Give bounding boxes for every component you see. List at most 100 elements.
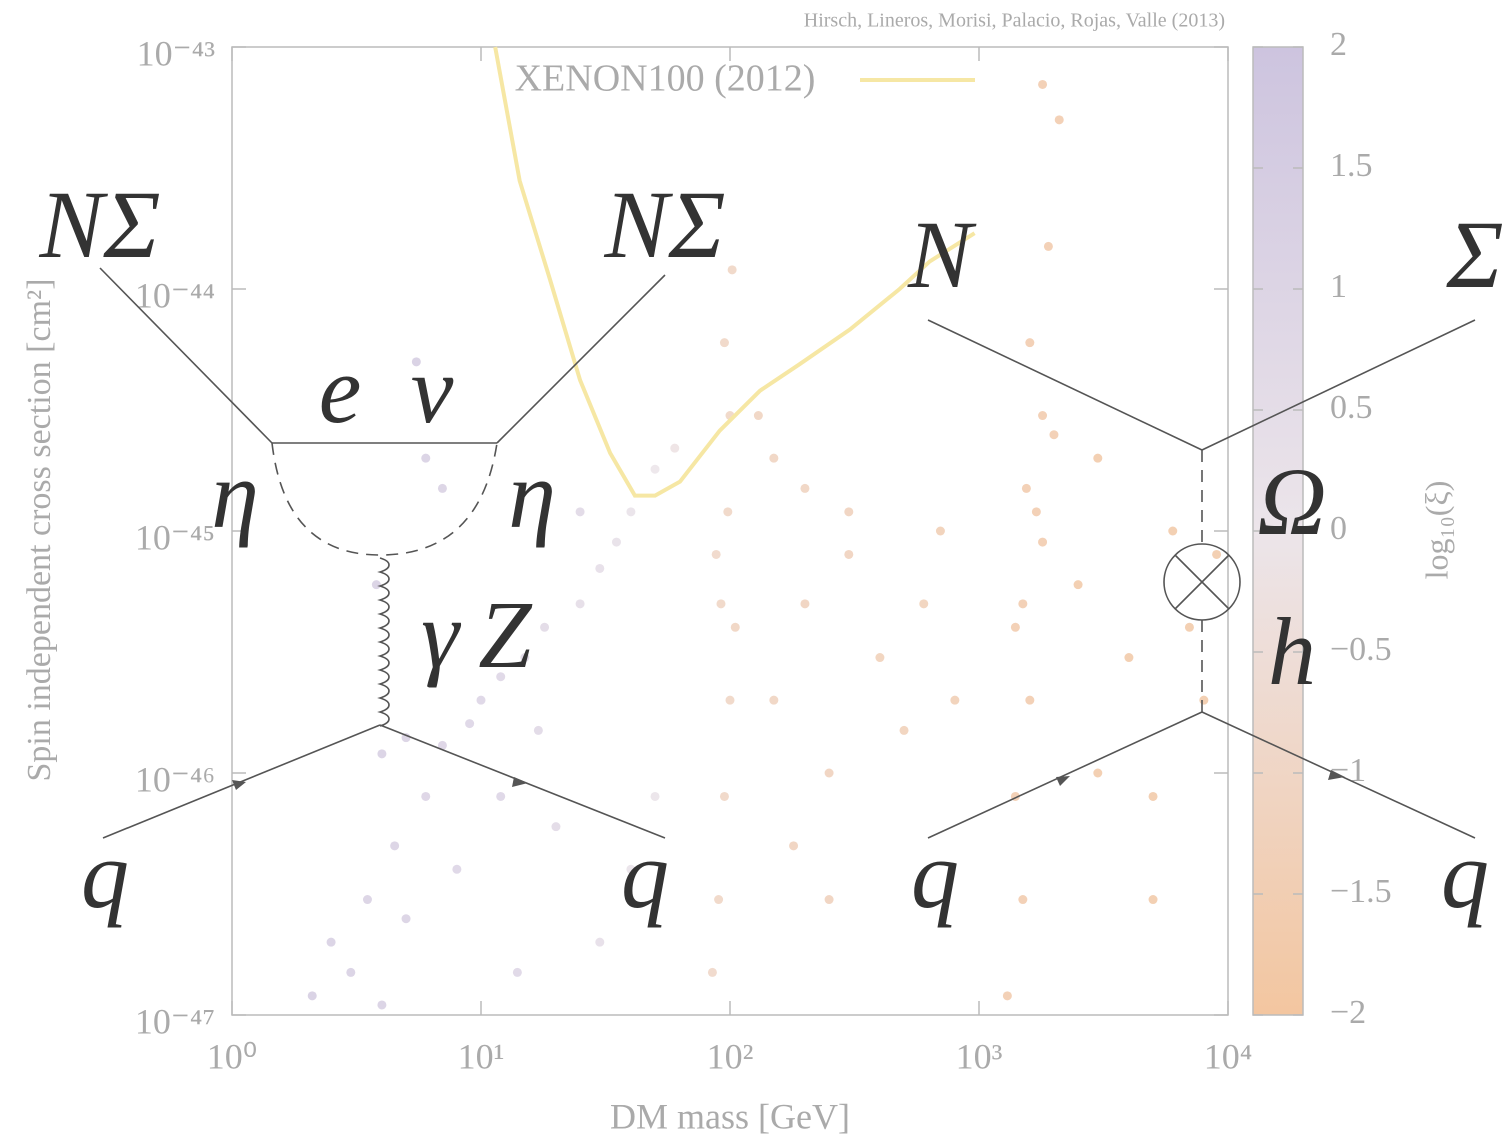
scatter-point	[421, 792, 430, 801]
scatter-point	[1038, 538, 1047, 547]
arrow	[232, 780, 246, 790]
scatter-point	[327, 938, 336, 947]
scatter-point	[1168, 527, 1177, 536]
scatter-point	[1032, 507, 1041, 516]
legend-label: XENON100 (2012)	[515, 58, 816, 100]
scatter-point	[496, 792, 505, 801]
colorbar-label: log₁₀(ξ)	[1418, 481, 1454, 580]
scatter-point	[875, 653, 884, 662]
scatter-point	[595, 938, 604, 947]
scatter-point	[769, 454, 778, 463]
diagram-label: e	[319, 336, 362, 443]
scatter-point	[726, 696, 735, 705]
scatter-point	[789, 841, 798, 850]
scatter-point	[754, 411, 763, 420]
x-tick-label: 10²	[707, 1036, 754, 1076]
scatter-point	[1074, 580, 1083, 589]
scatter-point	[576, 599, 585, 608]
scatter-point	[612, 538, 621, 547]
diagram-label: η	[508, 441, 556, 548]
scatter-point	[626, 507, 635, 516]
diagram-label: NΣ	[38, 171, 160, 278]
scatter-point	[308, 991, 317, 1000]
y-tick-label: 10⁻⁴⁵	[135, 517, 215, 557]
scatter-point	[900, 726, 909, 735]
scatter-point	[720, 792, 729, 801]
colorbar-tick-label: 1	[1330, 268, 1347, 305]
scatter-point	[712, 550, 721, 559]
diagram-label: γ	[421, 581, 461, 688]
scatter-point	[844, 550, 853, 559]
scatter-point	[363, 895, 372, 904]
arrow	[1056, 776, 1070, 786]
scatter-point	[1185, 623, 1194, 632]
plot-frame	[232, 47, 1228, 1015]
scatter-point	[595, 564, 604, 573]
scatter-point	[438, 484, 447, 493]
scatter-point	[714, 895, 723, 904]
diagram-label: NΣ	[603, 171, 725, 278]
colorbar-tick-label: 2	[1330, 26, 1347, 63]
scatter-point	[540, 623, 549, 632]
y-tick-label: 10⁻⁴⁶	[135, 759, 215, 799]
colorbar-tick-label: 0.5	[1330, 389, 1373, 426]
colorbar-tick-label: −1.5	[1330, 873, 1392, 910]
scatter-point	[670, 444, 679, 453]
scatter-point	[651, 792, 660, 801]
diagram-label: q	[911, 821, 959, 928]
scatter-point	[651, 465, 660, 474]
quark-line	[928, 712, 1202, 838]
scatter-point	[1055, 115, 1064, 124]
scatter-point	[708, 968, 717, 977]
scatter-point	[825, 769, 834, 778]
scatter-point	[1018, 895, 1027, 904]
scatter-point	[919, 599, 928, 608]
y-tick-label: 10⁻⁴⁷	[135, 1001, 215, 1041]
scatter-point	[1003, 991, 1012, 1000]
diagram-label: q	[81, 821, 129, 928]
scatter-point	[390, 841, 399, 850]
scatter-point	[576, 507, 585, 516]
scatter-point	[800, 484, 809, 493]
colorbar-tick-label: −2	[1330, 994, 1366, 1031]
scatter-point	[377, 1000, 386, 1009]
scatter-point	[1093, 454, 1102, 463]
scatter-point	[950, 696, 959, 705]
scatter-point	[1018, 599, 1027, 608]
scatter-point	[372, 580, 381, 589]
x-axis-label: DM mass [GeV]	[610, 1096, 850, 1136]
scatter-point	[1022, 484, 1031, 493]
diagram-label: Ω	[1257, 448, 1326, 555]
diagram-label: h	[1268, 598, 1316, 705]
scatter-point	[1011, 623, 1020, 632]
y-tick-label: 10⁻⁴³	[137, 33, 216, 73]
scatter-point	[402, 914, 411, 923]
diagram-label: Σ	[1445, 201, 1503, 308]
scatter-point	[936, 527, 945, 536]
scatter-point	[534, 726, 543, 735]
scatter-point	[825, 895, 834, 904]
diagram-label: q	[621, 821, 669, 928]
scatter-point	[1124, 653, 1133, 662]
scatter-point	[377, 749, 386, 758]
y-axis-label: Spin independent cross section [cm²]	[21, 278, 58, 781]
scatter-point	[477, 696, 486, 705]
scatter-point	[844, 507, 853, 516]
scatter-point	[1038, 411, 1047, 420]
diagram-label: Z	[478, 581, 533, 688]
scatter-point	[465, 719, 474, 728]
scatter-point	[1044, 242, 1053, 251]
right-diagram: N Σ Ω h q q	[907, 201, 1504, 928]
scatter-point	[720, 338, 729, 347]
scatter-point	[1038, 80, 1047, 89]
chart: Hirsch, Lineros, Morisi, Palacio, Rojas,…	[0, 0, 1510, 1144]
boson-line	[380, 558, 389, 726]
diagram-label: ν	[411, 336, 454, 443]
diagram-label: q	[1441, 821, 1489, 928]
diagram-label: N	[907, 201, 977, 308]
scatter-point	[716, 599, 725, 608]
x-tick-label: 10³	[956, 1036, 1003, 1076]
fermion-line	[1202, 320, 1475, 450]
scatter-point	[1093, 769, 1102, 778]
y-tick-label: 10⁻⁴⁴	[135, 275, 215, 315]
